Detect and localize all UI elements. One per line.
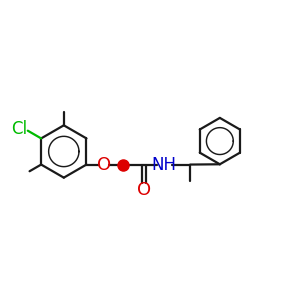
Text: NH: NH bbox=[152, 156, 176, 174]
Text: O: O bbox=[97, 156, 111, 174]
Text: O: O bbox=[137, 181, 151, 199]
Text: Cl: Cl bbox=[11, 121, 27, 139]
